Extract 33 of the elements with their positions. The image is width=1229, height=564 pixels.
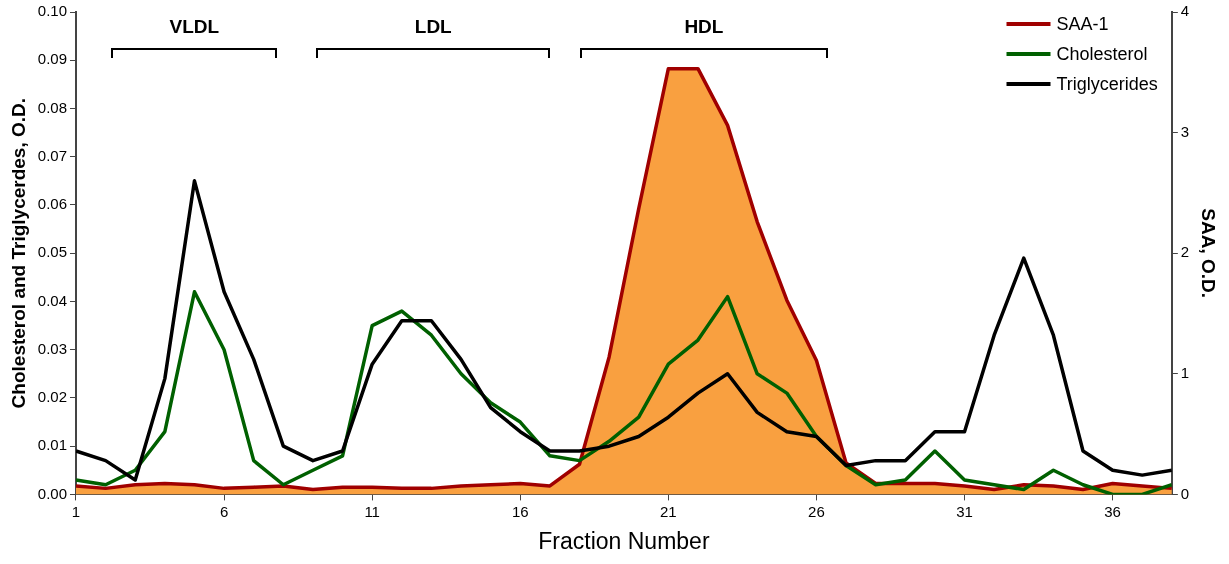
- y-tick-label: 0.07: [37, 146, 67, 164]
- y-tick-label: 0.04: [37, 291, 67, 309]
- y-tick-label: 0.09: [37, 50, 67, 68]
- legend-label: Triglycerides: [1056, 73, 1158, 94]
- y-tick-label: 0.10: [37, 2, 67, 20]
- y-tick-label: 0.05: [37, 243, 67, 261]
- x-tick-label: 26: [808, 502, 825, 520]
- y2-tick-label: 1: [1180, 363, 1190, 381]
- x-tick-label: 31: [956, 502, 973, 520]
- x-tick-label: 16: [511, 502, 529, 520]
- x-tick-label: 21: [660, 502, 677, 520]
- x-tick-label: 6: [219, 502, 229, 520]
- annotation: LDL: [414, 16, 453, 38]
- y-tick-label: 0.06: [37, 195, 67, 213]
- x-axis-title: Fraction Number: [538, 527, 710, 554]
- y2-tick-label: 0: [1180, 484, 1190, 502]
- y2-axis-title: SAA, O.D.: [1198, 208, 1220, 299]
- annotation: VLDL: [169, 16, 220, 38]
- y2-tick-label: 3: [1180, 122, 1190, 140]
- y-tick-label: 0.00: [37, 484, 67, 502]
- legend-label: Cholesterol: [1056, 43, 1148, 64]
- y-tick-label: 0.08: [37, 98, 67, 116]
- legend-label: SAA-1: [1056, 13, 1109, 34]
- y2-tick-label: 4: [1180, 2, 1190, 20]
- x-tick-label: 36: [1104, 502, 1121, 520]
- annotation: HDL: [684, 16, 724, 38]
- x-tick-label: 1: [71, 502, 81, 520]
- y-axis-title: Cholesterol and Triglycerdes, O.D.: [7, 97, 29, 409]
- y2-tick-label: 2: [1180, 243, 1190, 261]
- y-tick-label: 0.02: [37, 388, 67, 406]
- y-tick-label: 0.03: [37, 339, 67, 357]
- x-tick-label: 11: [364, 502, 380, 520]
- y-tick-label: 0.01: [37, 436, 67, 454]
